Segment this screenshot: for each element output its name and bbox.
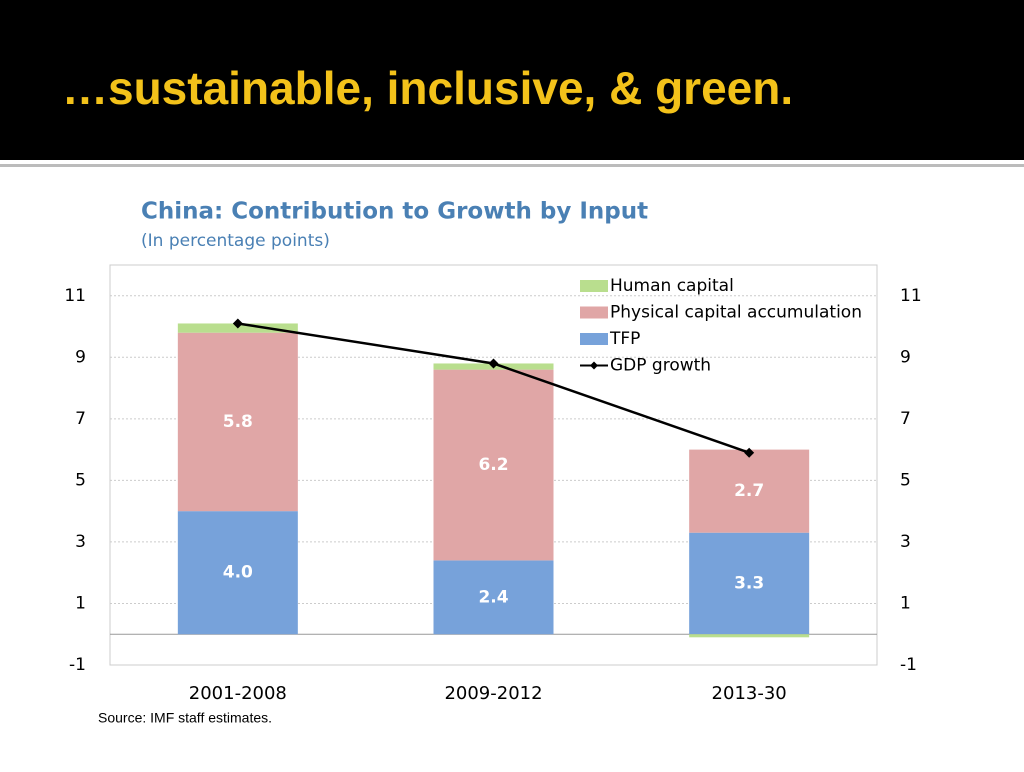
y2-tick-label: 3: [900, 532, 911, 552]
data-label: 6.2: [478, 455, 508, 475]
line-marker: [744, 447, 755, 458]
line-marker: [232, 318, 243, 329]
data-label: 2.4: [478, 587, 508, 607]
x-tick-label: 2009-2012: [444, 683, 542, 704]
slide-title: …sustainable, inclusive, & green.: [62, 62, 793, 114]
plot-area: [109, 264, 878, 666]
legend-label: Physical capital accumulation: [610, 303, 862, 323]
header-band: [0, 0, 1024, 160]
line-marker: [488, 358, 499, 369]
legend-marker: [590, 361, 598, 370]
header-rule: [0, 164, 1024, 167]
y-tick-label: 9: [75, 347, 86, 367]
legend-label: GDP growth: [610, 356, 711, 376]
y-tick-label: 3: [75, 532, 86, 552]
bar-segment: [689, 532, 810, 635]
chart-subtitle: (In percentage points): [141, 231, 330, 251]
bar-segment: [689, 449, 810, 533]
y2-tick-label: -1: [900, 655, 917, 675]
legend-label: TFP: [609, 329, 640, 349]
legend-swatch: [580, 280, 608, 292]
bar-segment: [689, 634, 810, 638]
y2-tick-label: 1: [900, 593, 911, 613]
y2-tick-label: 7: [900, 409, 911, 429]
y2-tick-label: 5: [900, 470, 911, 490]
x-tick-label: 2001-2008: [189, 683, 287, 704]
x-tick-label: 2013-30: [712, 683, 787, 704]
y-tick-label: -1: [69, 655, 86, 675]
data-label: 5.8: [223, 412, 253, 432]
y2-tick-label: 11: [900, 286, 922, 306]
bar-segment: [433, 369, 554, 561]
source-note: Source: IMF staff estimates.: [98, 710, 272, 726]
data-label: 4.0: [223, 563, 253, 583]
legend-swatch: [580, 333, 608, 345]
bar-segment: [433, 560, 554, 635]
y2-tick-label: 9: [900, 347, 911, 367]
data-label: 2.7: [734, 481, 764, 501]
y-tick-label: 1: [75, 593, 86, 613]
bar-segment: [177, 332, 298, 512]
chart-title: China: Contribution to Growth by Input: [141, 199, 648, 225]
legend-swatch: [580, 306, 608, 319]
data-label: 3.3: [734, 573, 764, 593]
y-tick-label: 5: [75, 470, 86, 490]
legend-label: Human capital: [610, 276, 734, 296]
y-tick-label: 11: [64, 286, 86, 306]
y-tick-label: 7: [75, 409, 86, 429]
bar-segment: [177, 511, 298, 635]
